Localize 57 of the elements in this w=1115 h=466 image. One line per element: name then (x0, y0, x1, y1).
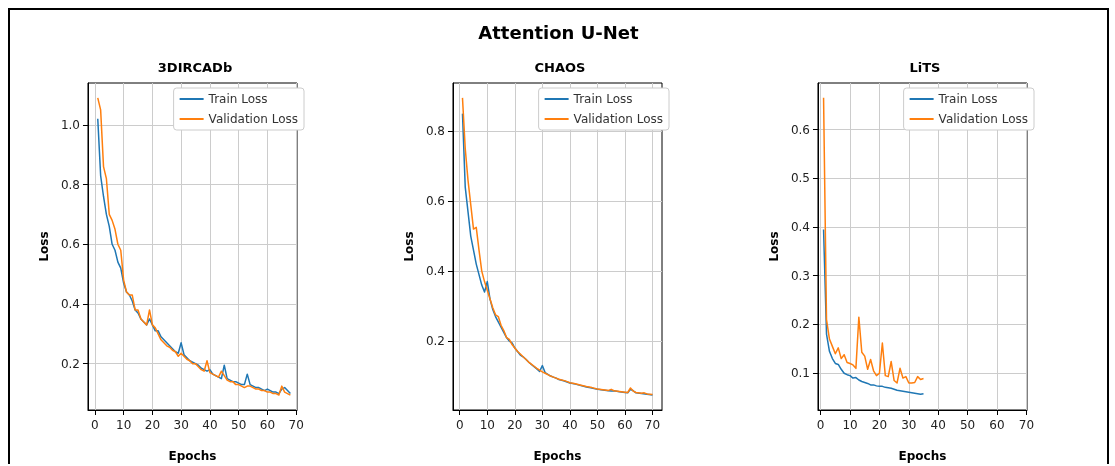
y-tick-label: 0.6 (425, 194, 445, 209)
chart-title: LiTS (909, 60, 941, 75)
y-axis-title: Loss (402, 231, 416, 262)
chart-title: 3DIRCADb (157, 60, 233, 75)
y-tick-label: 0.8 (60, 177, 80, 192)
x-tick-label: 0 (816, 418, 825, 432)
chart-title: CHAOS (534, 60, 586, 75)
x-axis-title: Epochs (898, 449, 947, 463)
x-tick-label: 50 (959, 418, 976, 432)
legend-label: Train Loss (937, 92, 998, 106)
y-tick-label: 1.0 (60, 117, 80, 132)
x-tick-label: 10 (479, 418, 495, 432)
y-tick-label: 0.2 (60, 356, 80, 371)
legend-label: Train Loss (572, 92, 633, 106)
legend-label: Validation Loss (573, 112, 663, 126)
x-tick-label: 40 (930, 418, 946, 432)
x-tick-label: 0 (91, 418, 99, 432)
y-tick-label: 0.4 (425, 264, 445, 279)
x-tick-label: 70 (288, 418, 304, 432)
text: Attention U-Net (477, 22, 640, 43)
x-tick-label: 20 (871, 418, 888, 432)
x-tick-label: 20 (507, 418, 523, 432)
x-tick-label: 40 (202, 418, 218, 432)
y-tick-label: 0.4 (790, 220, 810, 235)
x-tick-label: 30 (534, 418, 550, 432)
y-tick-label: 0.1 (790, 366, 810, 381)
x-tick-label: 60 (989, 418, 1005, 432)
x-tick-label: 60 (259, 418, 276, 432)
x-axis-title: Epochs (533, 449, 582, 463)
x-tick-label: 70 (1018, 418, 1035, 432)
legend-label: Validation Loss (938, 112, 1028, 126)
legend-label: Validation Loss (208, 112, 298, 126)
line-series (822, 228, 925, 395)
x-tick-label: 50 (589, 418, 606, 432)
x-tick-label: 10 (115, 418, 132, 432)
y-tick-label: 0.6 (790, 122, 810, 137)
y-axis-title: Loss (37, 231, 51, 262)
y-tick-label: 0.5 (790, 171, 810, 186)
x-tick-label: 30 (901, 418, 917, 432)
y-axis-title: Loss (767, 231, 781, 262)
x-tick-label: 10 (842, 418, 858, 432)
x-tick-label: 20 (144, 418, 161, 432)
x-tick-label: 40 (562, 418, 578, 432)
x-axis-title: Epochs (168, 449, 217, 463)
x-tick-label: 0 (455, 418, 464, 432)
y-tick-label: 0.4 (60, 296, 80, 311)
y-tick-label: 0.2 (790, 317, 810, 332)
y-tick-label: 0.2 (425, 334, 445, 349)
y-tick-label: 0.6 (60, 237, 80, 252)
line-series (822, 97, 925, 384)
x-tick-label: 70 (644, 418, 661, 432)
y-tick-label: 0.3 (790, 268, 810, 283)
y-tick-label: 0.8 (425, 124, 445, 139)
x-tick-label: 60 (617, 418, 633, 432)
x-tick-label: 50 (231, 418, 247, 432)
legend-label: Train Loss (207, 92, 268, 106)
x-tick-label: 30 (173, 418, 189, 432)
